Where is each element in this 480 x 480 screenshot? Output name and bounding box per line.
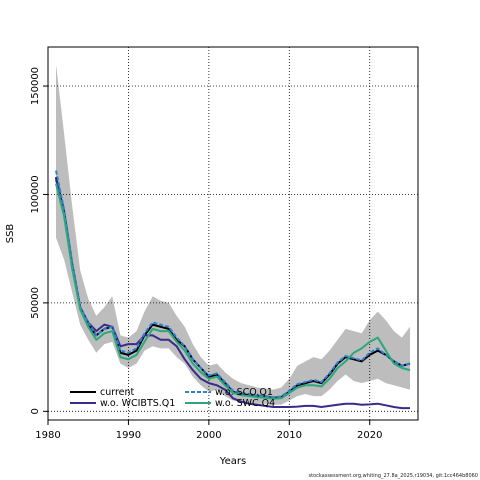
x-axis-title: Years (219, 456, 246, 467)
y-tick-label: 50000 (30, 287, 41, 319)
series-layer (55, 170, 411, 410)
confidence-band-layer (56, 64, 410, 405)
y-tick-label: 100000 (30, 175, 41, 213)
legend-label-1: w.o. WCIBTS.Q1 (100, 398, 175, 409)
confidence-band (56, 64, 410, 405)
legend-label-2: w.o. SCO.Q1 (215, 387, 273, 398)
series-line-2 (55, 170, 411, 399)
axes: 1980 1990 2000 2010 2020 0 50000 100000 150000 (30, 67, 382, 441)
legend-label-0: current (100, 387, 135, 398)
x-tick-label: 1980 (35, 430, 60, 441)
x-tick-label: 2020 (357, 430, 382, 441)
y-tick-label: 0 (30, 408, 41, 414)
series-line-3 (55, 183, 411, 400)
footer-credit: stockassessment.org,whiting_27.8a_2025,r… (308, 473, 478, 479)
y-axis-title: SSB (5, 224, 16, 244)
x-tick-label: 2000 (196, 430, 221, 441)
plot-area (47, 46, 419, 421)
y-tick-label: 150000 (30, 67, 41, 105)
series-line-1 (55, 179, 410, 410)
plot-frame (47, 46, 419, 421)
x-tick-label: 2010 (277, 430, 302, 441)
legend-label-3: w.o. SWC.Q4 (215, 398, 275, 409)
x-tick-label: 1990 (116, 430, 141, 441)
